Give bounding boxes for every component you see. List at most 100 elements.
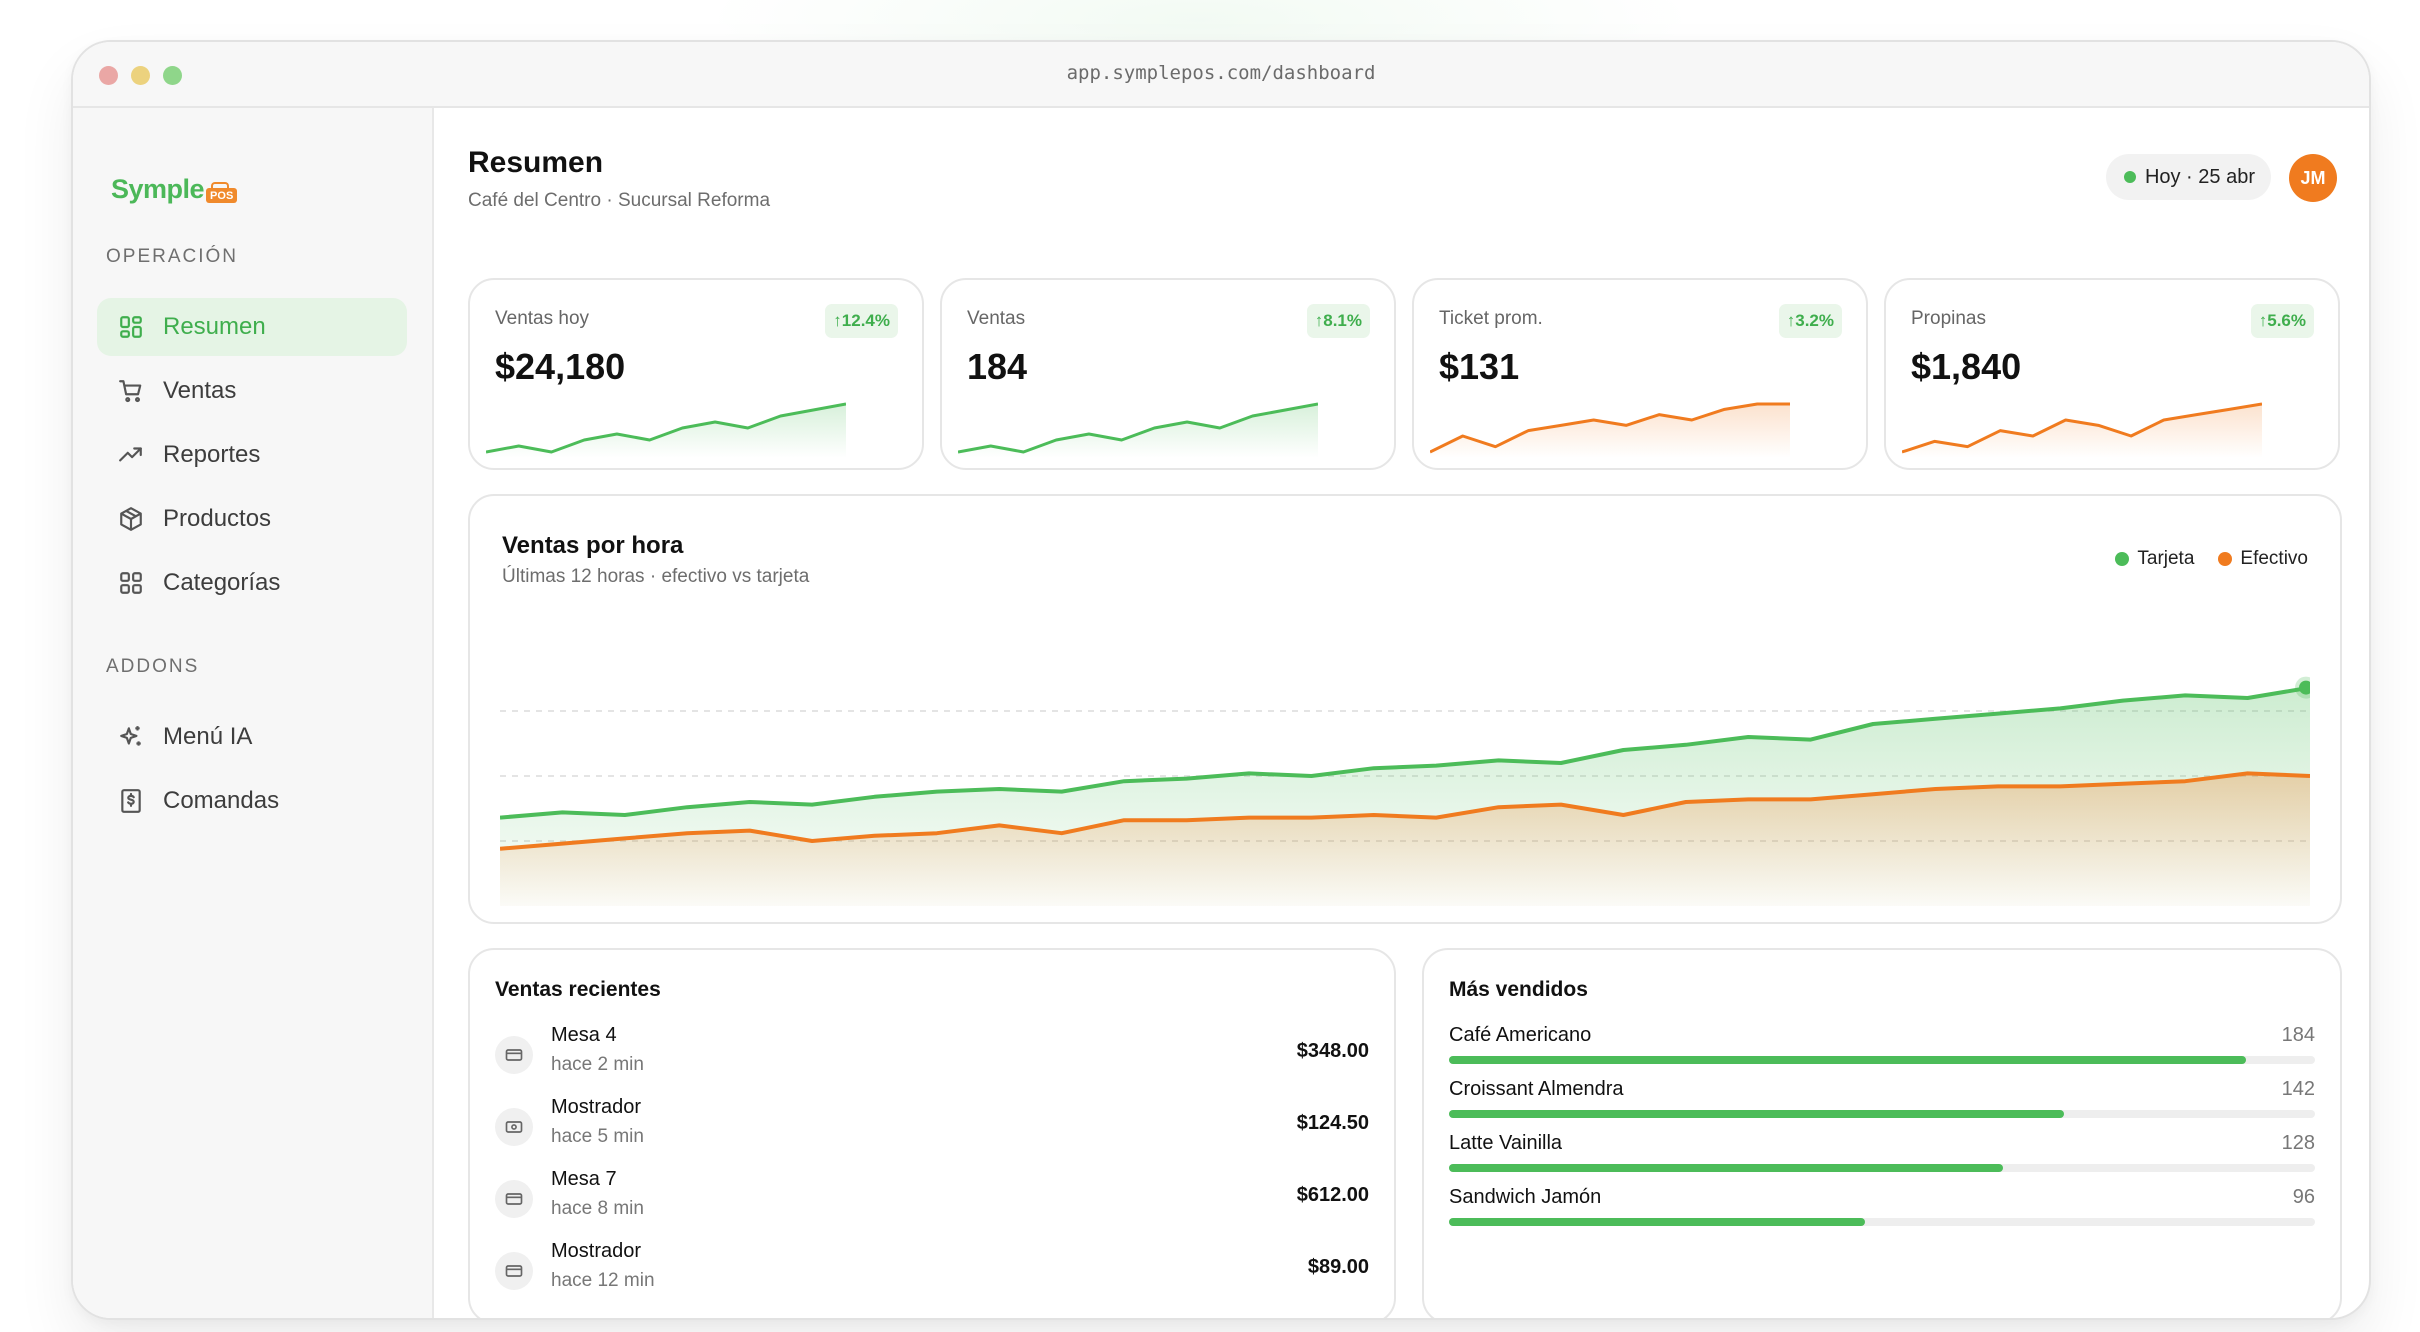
sidebar-item-resumen[interactable]: Resumen bbox=[97, 298, 407, 356]
bar-fill bbox=[1449, 1218, 1865, 1226]
sparkline-line bbox=[486, 402, 846, 454]
kpi-label: Ventas hoy bbox=[495, 308, 590, 329]
kpi-value: $131 bbox=[1439, 346, 1520, 387]
sale-name: Mesa 4 bbox=[551, 1024, 617, 1046]
avatar[interactable]: JM bbox=[2289, 154, 2337, 202]
sale-time: hace 8 min bbox=[551, 1198, 644, 1219]
legend-item-efectivo[interactable]: Efectivo bbox=[2218, 548, 2308, 570]
sidebar-item-menu-ia[interactable]: Menú IA bbox=[97, 708, 407, 766]
top-product-row[interactable]: Café Americano 184 bbox=[1449, 1024, 2315, 1068]
product-name: Café Americano bbox=[1449, 1024, 1592, 1046]
sidebar-item-ventas[interactable]: Ventas bbox=[97, 362, 407, 420]
recent-sales-panel: Ventas recientes Mesa 4 hace 2 min $348.… bbox=[468, 948, 1396, 1318]
sidebar-item-categorias[interactable]: Categorías bbox=[97, 554, 407, 612]
sparkline-line bbox=[1902, 402, 2262, 454]
browser-window: app.symplepos.com/dashboard Symple POS O… bbox=[71, 40, 2371, 1320]
kpi-sparkline bbox=[1430, 402, 1790, 458]
legend-dot bbox=[2218, 552, 2233, 566]
bar-track bbox=[1449, 1110, 2315, 1118]
address-bar[interactable]: app.symplepos.com/dashboard bbox=[1066, 62, 1376, 84]
bar-fill bbox=[1449, 1110, 2064, 1118]
kpi-value: 184 bbox=[967, 346, 1028, 387]
last-point-marker[interactable] bbox=[2299, 680, 2310, 695]
legend-label: Efectivo bbox=[2240, 548, 2308, 569]
section-label-addons: ADDONS bbox=[106, 656, 200, 677]
kpi-value: $24,180 bbox=[495, 346, 626, 387]
chart-title: Ventas por hora bbox=[502, 532, 684, 559]
sidebar-item-label: Productos bbox=[163, 505, 272, 532]
bar-track bbox=[1449, 1164, 2315, 1172]
kpi-value: $1,840 bbox=[1911, 346, 2022, 387]
legend-label: Tarjeta bbox=[2137, 548, 2195, 569]
box-icon bbox=[117, 505, 145, 533]
kpi-card-ventas: Ventas 184 ↑8.1% bbox=[940, 278, 1396, 470]
brand-logo[interactable]: Symple POS bbox=[111, 174, 238, 205]
sale-row[interactable]: Mesa 4 hace 2 min $348.00 bbox=[495, 1024, 1369, 1084]
card-icon bbox=[495, 1252, 533, 1290]
product-name: Sandwich Jamón bbox=[1449, 1186, 1602, 1208]
brand-pos-badge: POS bbox=[206, 182, 238, 203]
legend-dot bbox=[2115, 552, 2130, 566]
minimize-window-button[interactable] bbox=[131, 66, 150, 85]
sidebar: Symple POS OPERACIÓN Resumen Ventas Repo… bbox=[73, 108, 434, 1318]
bar-fill bbox=[1449, 1164, 2004, 1172]
kpi-change-badge: ↑12.4% bbox=[825, 304, 898, 338]
sale-row[interactable]: Mostrador hace 12 min $89.00 bbox=[495, 1240, 1369, 1300]
panel-title: Más vendidos bbox=[1449, 978, 1588, 1001]
top-product-row[interactable]: Sandwich Jamón 96 bbox=[1449, 1186, 2315, 1230]
chart-subtitle: Últimas 12 horas · efectivo vs tarjeta bbox=[502, 566, 810, 587]
title-bar: app.symplepos.com/dashboard bbox=[73, 42, 2369, 108]
cash-icon bbox=[495, 1108, 533, 1146]
card-icon bbox=[495, 1180, 533, 1218]
chart-legend: Tarjeta Efectivo bbox=[2091, 548, 2308, 570]
bar-fill bbox=[1449, 1056, 2246, 1064]
kpi-label: Ticket prom. bbox=[1439, 308, 1543, 329]
sale-amount: $348.00 bbox=[1296, 1040, 1369, 1062]
sale-name: Mesa 7 bbox=[551, 1168, 617, 1190]
sale-time: hace 2 min bbox=[551, 1054, 644, 1075]
maximize-window-button[interactable] bbox=[163, 66, 182, 85]
close-window-button[interactable] bbox=[99, 66, 118, 85]
product-count: 96 bbox=[2292, 1186, 2315, 1208]
date-filter-pill[interactable]: Hoy · 25 abr bbox=[2105, 154, 2271, 200]
trending-up-icon bbox=[117, 441, 145, 469]
sidebar-item-label: Reportes bbox=[163, 441, 261, 468]
main-content: Resumen Café del Centro · Sucursal Refor… bbox=[436, 108, 2369, 1318]
sale-name: Mostrador bbox=[551, 1240, 642, 1262]
sidebar-item-productos[interactable]: Productos bbox=[97, 490, 407, 548]
date-label: Hoy · 25 abr bbox=[2144, 165, 2255, 188]
grid-icon bbox=[117, 569, 145, 597]
section-label-operacion: OPERACIÓN bbox=[106, 246, 239, 267]
sidebar-item-label: Ventas bbox=[163, 377, 237, 404]
sale-time: hace 12 min bbox=[551, 1270, 655, 1291]
top-product-row[interactable]: Croissant Almendra 142 bbox=[1449, 1078, 2315, 1122]
sidebar-item-label: Comandas bbox=[163, 787, 280, 814]
product-count: 142 bbox=[2281, 1078, 2315, 1100]
panel-title: Ventas recientes bbox=[495, 978, 661, 1001]
product-count: 128 bbox=[2281, 1132, 2315, 1154]
kpi-label: Propinas bbox=[1911, 308, 1986, 329]
legend-item-tarjeta[interactable]: Tarjeta bbox=[2115, 548, 2194, 570]
page-title: Resumen bbox=[468, 146, 604, 179]
sale-amount: $89.00 bbox=[1307, 1256, 1369, 1278]
sidebar-item-reportes[interactable]: Reportes bbox=[97, 426, 407, 484]
grid-icon bbox=[117, 313, 145, 341]
kpi-change-badge: ↑5.6% bbox=[2250, 304, 2314, 338]
sale-amount: $124.50 bbox=[1296, 1112, 1369, 1134]
top-product-row[interactable]: Latte Vainilla 128 bbox=[1449, 1132, 2315, 1176]
sparkles-icon bbox=[117, 723, 145, 751]
card-icon bbox=[495, 1036, 533, 1074]
sidebar-item-label: Resumen bbox=[163, 313, 266, 340]
page-subtitle: Café del Centro · Sucursal Reforma bbox=[468, 190, 771, 211]
bar-track bbox=[1449, 1056, 2315, 1064]
product-count: 184 bbox=[2281, 1024, 2315, 1046]
sale-name: Mostrador bbox=[551, 1096, 642, 1118]
bar-track bbox=[1449, 1218, 2315, 1226]
hourly-sales-chart bbox=[500, 676, 2310, 906]
sale-row[interactable]: Mostrador hace 5 min $124.50 bbox=[495, 1096, 1369, 1156]
status-dot bbox=[2123, 171, 2136, 183]
sale-row[interactable]: Mesa 7 hace 8 min $612.00 bbox=[495, 1168, 1369, 1228]
kpi-sparkline bbox=[958, 402, 1318, 458]
kpi-change-badge: ↑3.2% bbox=[1778, 304, 1842, 338]
sidebar-item-comandas[interactable]: Comandas bbox=[97, 772, 407, 830]
